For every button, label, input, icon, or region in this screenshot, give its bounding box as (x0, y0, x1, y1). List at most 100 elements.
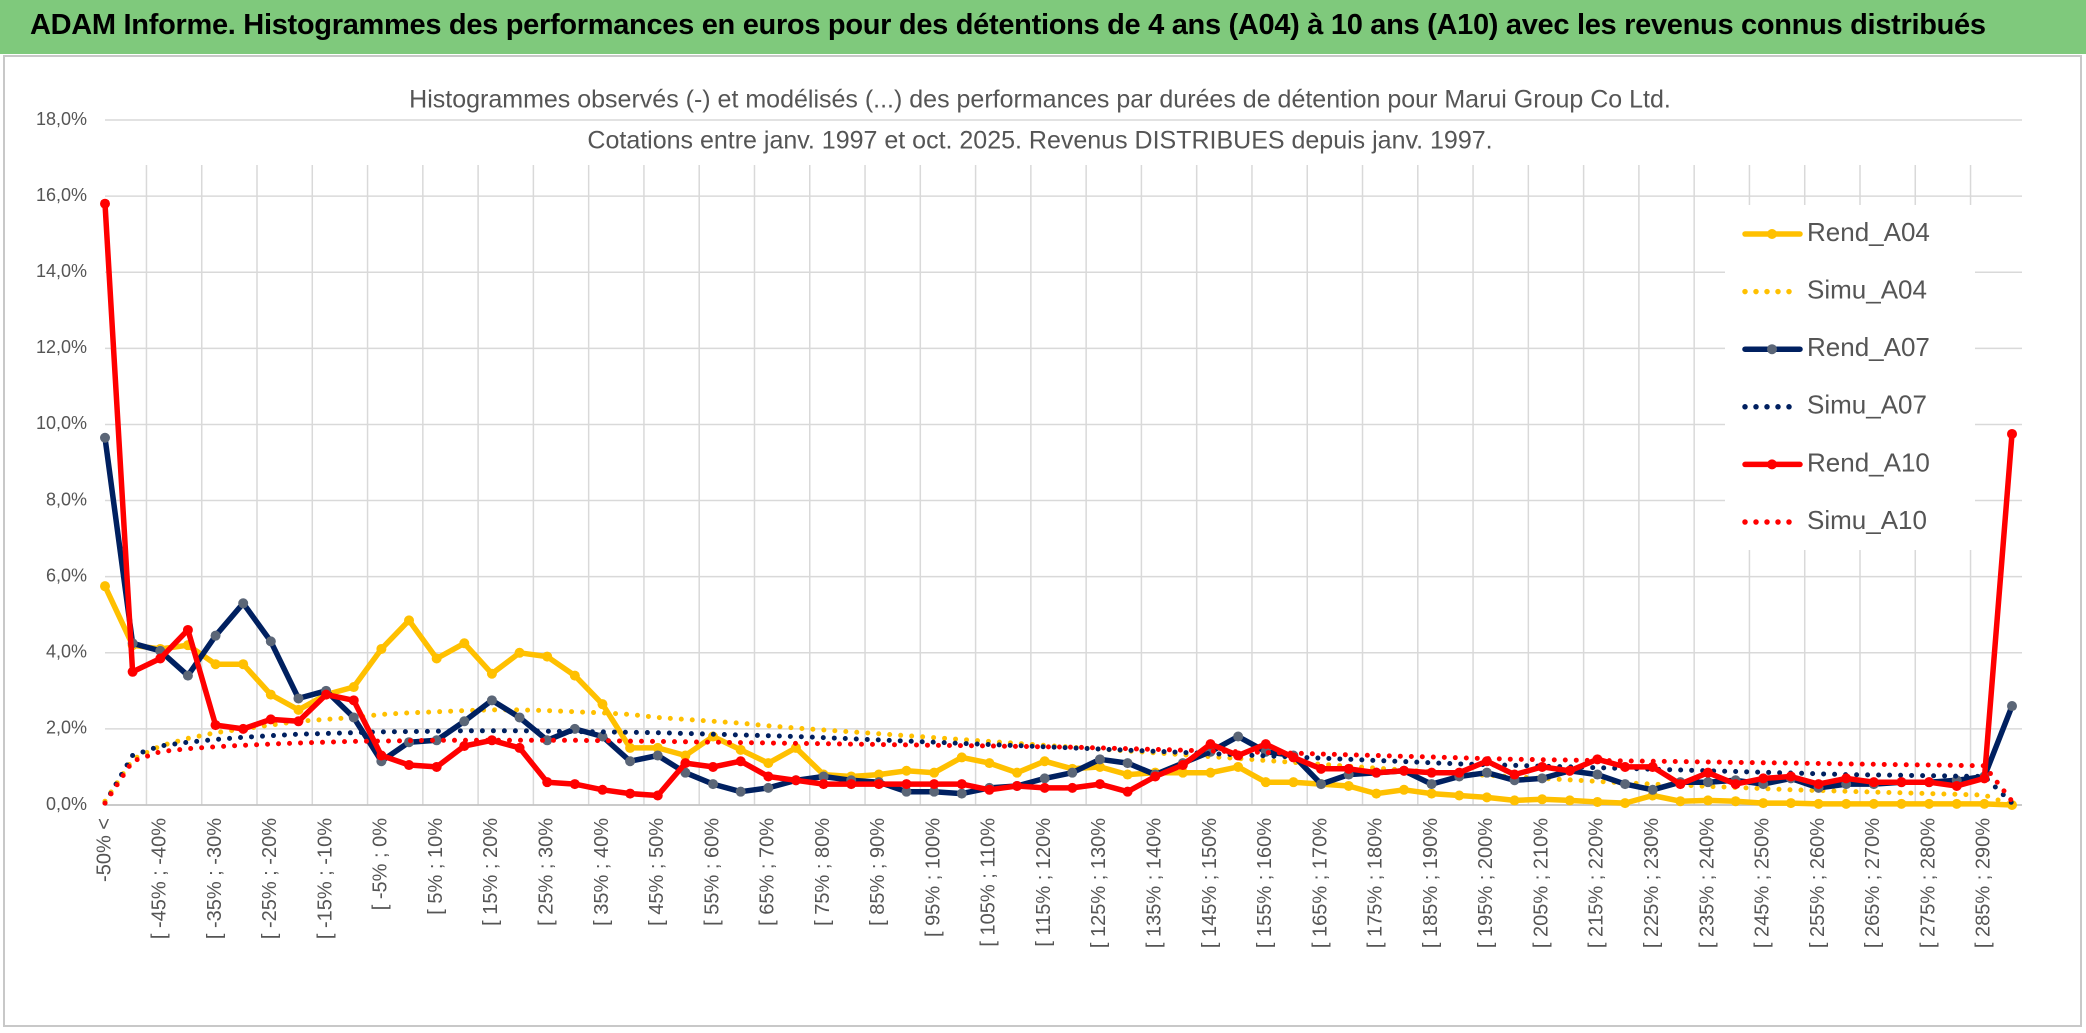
series-marker (348, 712, 359, 723)
series-marker (790, 742, 801, 753)
legend-label: Rend_A10 (1807, 447, 1930, 477)
series-marker (2007, 428, 2017, 439)
series-marker (1039, 756, 1050, 767)
series-marker (1647, 784, 1658, 795)
series-marker (1924, 777, 1935, 788)
series-marker (182, 670, 193, 681)
series-marker (625, 788, 636, 799)
series-marker (486, 668, 497, 679)
series-marker (127, 666, 138, 677)
series-marker (1647, 761, 1658, 772)
series-marker (1730, 779, 1741, 790)
series-marker (901, 786, 912, 797)
y-tick-label: 8,0% (46, 489, 87, 509)
series-marker (956, 752, 967, 763)
series-marker (708, 779, 719, 790)
series-marker (1979, 798, 1990, 809)
series-marker (293, 693, 304, 704)
series-marker (1620, 798, 1631, 809)
x-tick-label: [ 155% ; 160% (1254, 818, 1276, 948)
series-marker (1094, 761, 1105, 772)
series-marker (956, 779, 967, 790)
series-marker (514, 647, 525, 658)
x-tick-label: [ 245% ; 250% (1752, 818, 1774, 948)
x-tick-label: [ 175% ; 180% (1365, 818, 1387, 948)
x-tick-label: [ 195% ; 200% (1475, 818, 1497, 948)
series-marker (1177, 767, 1188, 778)
series-marker (293, 716, 304, 727)
series-marker (597, 784, 608, 795)
series-marker (1896, 798, 1907, 809)
series-marker (1481, 792, 1492, 803)
series-marker (1316, 779, 1327, 790)
series-marker (1758, 798, 1769, 809)
legend-box (1725, 205, 1975, 550)
x-tick-label: [ 165% ; 170% (1309, 818, 1331, 948)
series-marker (265, 714, 276, 725)
series-marker (1426, 788, 1437, 799)
x-tick-label: [ 35% ; 40% (591, 818, 613, 926)
series-marker (1620, 779, 1631, 790)
series-marker (155, 653, 166, 664)
series-marker (625, 756, 636, 767)
series-marker (1067, 767, 1078, 778)
series-marker (1260, 777, 1271, 788)
legend-label: Rend_A07 (1807, 332, 1930, 362)
series-marker (1012, 780, 1023, 791)
series-marker (1316, 763, 1327, 774)
series-marker (873, 769, 884, 780)
y-tick-label: 4,0% (46, 642, 87, 662)
series-marker (542, 735, 553, 746)
x-tick-label: [ 215% ; 220% (1586, 818, 1608, 948)
y-tick-label: 16,0% (36, 185, 87, 205)
legend-label: Simu_A07 (1807, 390, 1927, 420)
series-marker (210, 720, 221, 731)
series-marker (1509, 769, 1520, 780)
series-marker (1454, 790, 1465, 801)
series-marker (1371, 767, 1382, 778)
series-marker (1730, 796, 1741, 807)
series-marker (431, 735, 442, 746)
x-tick-label: [ 285% ; 290% (1973, 818, 1995, 948)
series-marker (100, 198, 110, 209)
series-marker (182, 624, 193, 635)
series-marker (1233, 761, 1244, 772)
series-marker (735, 756, 746, 767)
series-marker (901, 765, 912, 776)
series-marker (929, 767, 940, 778)
series-marker (1537, 794, 1548, 805)
y-tick-label: 14,0% (36, 261, 87, 281)
series-marker (1868, 777, 1879, 788)
series-marker (1012, 767, 1023, 778)
header-bar: ADAM Informe. Histogrammes des performan… (0, 0, 2086, 54)
x-tick-label: [ 75% ; 80% (812, 818, 834, 926)
series-marker (1094, 779, 1105, 790)
x-tick-label: [ 225% ; 230% (1641, 818, 1663, 948)
series-marker (404, 760, 415, 771)
legend-label: Simu_A04 (1807, 274, 1927, 304)
series-marker (514, 712, 525, 723)
series-marker (1841, 773, 1852, 784)
series-marker (1426, 767, 1437, 778)
series-marker (1951, 780, 1962, 791)
series-marker (569, 779, 580, 790)
series-marker (708, 761, 719, 772)
legend-marker (1767, 344, 1777, 355)
series-marker (1426, 779, 1437, 790)
legend-marker (1767, 229, 1777, 239)
series-marker (956, 788, 967, 799)
series-marker (2007, 701, 2017, 712)
series-line (102, 728, 2015, 806)
chart-title: Cotations entre janv. 1997 et oct. 2025.… (587, 127, 1492, 155)
series-marker (1094, 754, 1105, 765)
series-marker (210, 659, 221, 670)
series-marker (1039, 782, 1050, 793)
x-tick-label: [ 255% ; 260% (1807, 818, 1829, 948)
series-marker (1509, 795, 1520, 806)
x-tick-label: [ 5% ; 10% (425, 818, 447, 915)
series-marker (348, 695, 359, 706)
series-marker (376, 750, 387, 761)
y-tick-label: 6,0% (46, 565, 87, 585)
series-marker (404, 615, 415, 626)
legend-marker (1767, 459, 1777, 470)
